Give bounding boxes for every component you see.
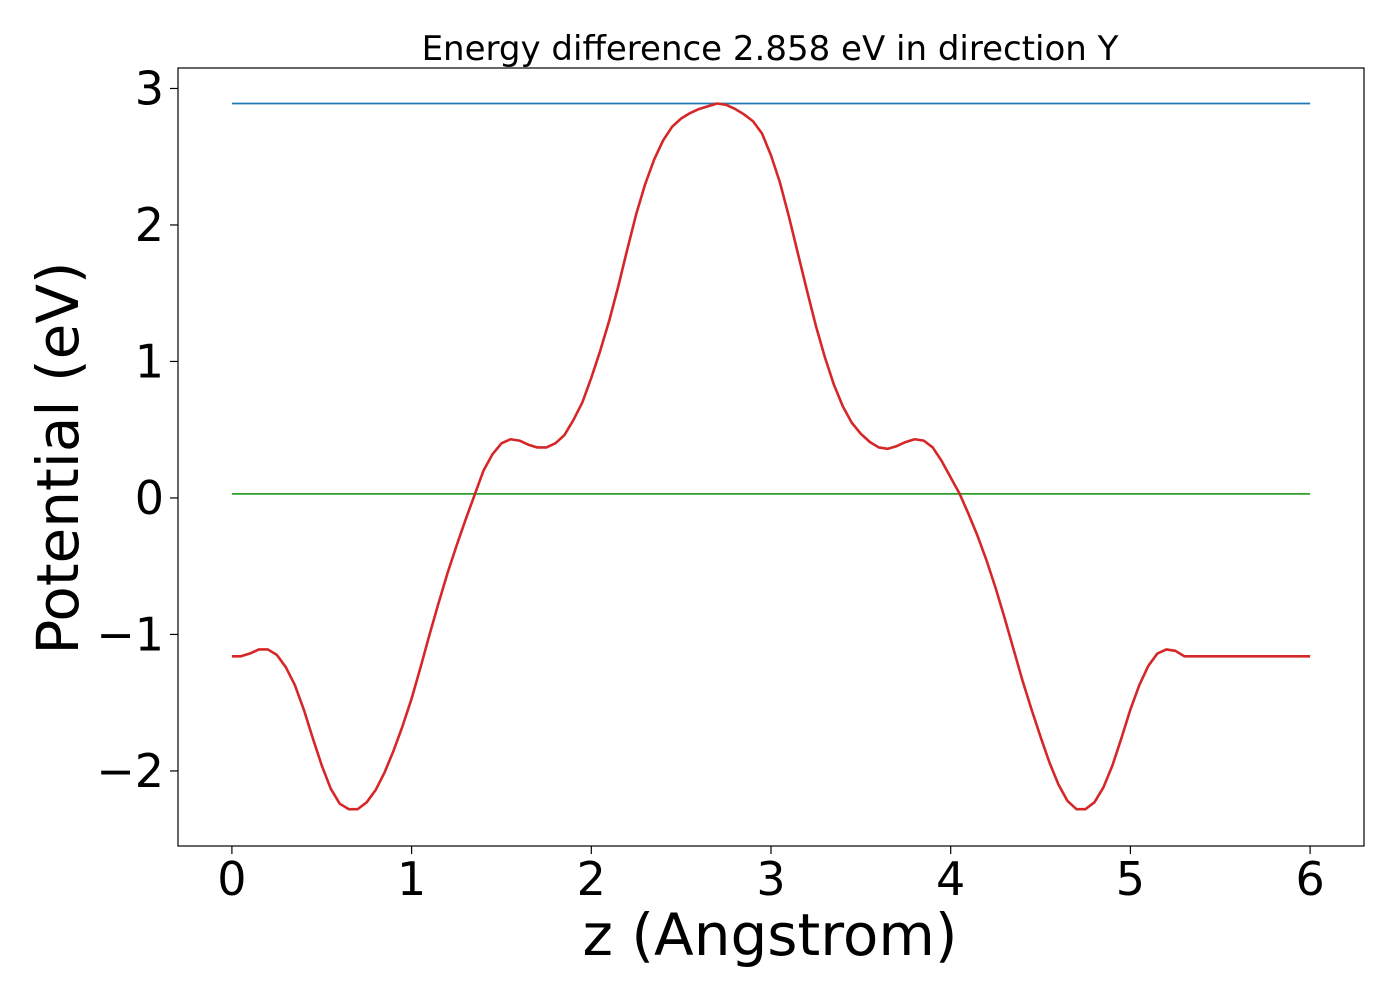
y-tick-label: 2 <box>135 198 164 252</box>
y-tick-label: 3 <box>135 61 164 115</box>
x-tick-label: 2 <box>577 852 606 906</box>
y-axis-label: Potential (eV) <box>24 261 92 654</box>
x-axis: 0 1 2 3 4 5 6 <box>217 846 1325 906</box>
x-tick-label: 5 <box>1116 852 1145 906</box>
series-line-3 <box>231 102 1311 811</box>
x-tick-label: 3 <box>756 852 785 906</box>
x-tick-label: 6 <box>1295 852 1324 906</box>
x-tick-label: 0 <box>217 852 246 906</box>
y-tick-label: −1 <box>96 607 164 661</box>
x-tick-label: 4 <box>936 852 965 906</box>
y-tick-label: 1 <box>135 334 164 388</box>
y-tick-label: −2 <box>96 744 164 798</box>
x-axis-label: z (Angstrom) <box>583 901 958 969</box>
plot-frame <box>177 67 1365 847</box>
y-tick-label: 0 <box>135 471 164 525</box>
chart-title: Energy difference 2.858 eV in direction … <box>422 29 1119 69</box>
plot-area <box>231 102 1311 811</box>
x-tick-label: 1 <box>397 852 426 906</box>
y-axis: −2 −1 0 1 2 3 <box>96 61 178 798</box>
